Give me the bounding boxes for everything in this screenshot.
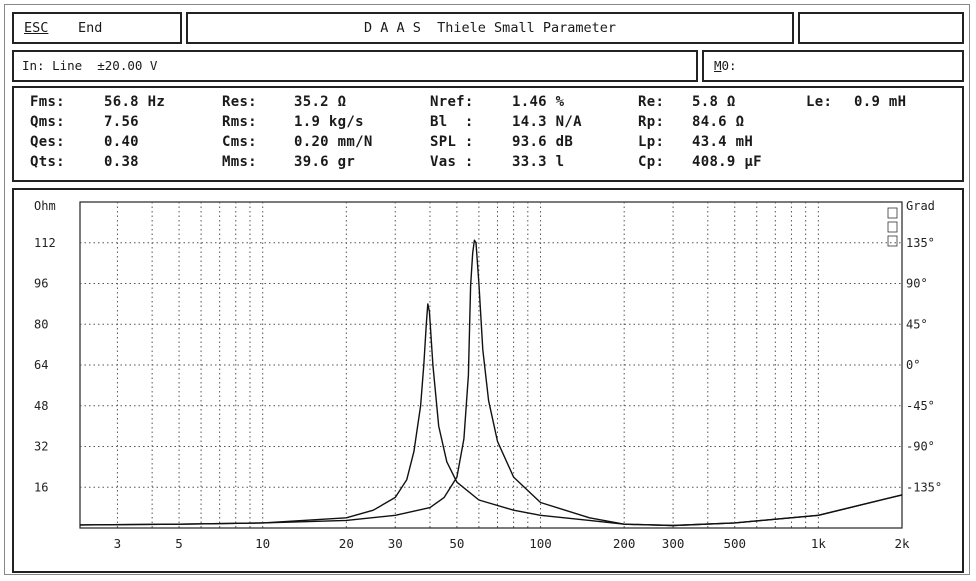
param-label: Bl : [430,114,474,130]
param-label: Fms: [30,94,65,110]
mo-field[interactable]: M0: [702,50,964,82]
y-tick-label-right: -135° [906,480,942,494]
esc-end-button[interactable]: ESC End [12,12,182,44]
param-label: Nref: [430,94,474,110]
y-tick-label-right: 90° [906,277,928,291]
param-value: 93.6 dB [512,134,574,150]
y-tick-label-left: 64 [34,358,48,372]
param-value: 39.6 gr [294,154,356,170]
y-tick-label-right: 135° [906,236,935,250]
param-label: Mms: [222,154,257,170]
param-value: 56.8 Hz [104,94,166,110]
esc-key-label: ESC [24,20,49,36]
y-tick-label-left: 80 [34,317,48,331]
param-value: 0.9 mH [854,94,907,110]
x-tick-label: 200 [613,536,636,551]
y-tick-label-left: 32 [34,440,48,454]
x-tick-label: 100 [529,536,552,551]
y-tick-label-left: 112 [34,236,56,250]
x-tick-label: 50 [449,536,464,551]
y-tick-label-right: -45° [906,399,935,413]
param-value: 1.9 kg/s [294,114,364,130]
marker-box [887,207,898,219]
y-tick-label-right: -90° [906,440,935,454]
param-value: 1.46 % [512,94,565,110]
param-value: 35.2 Ω [294,94,347,110]
param-label: Vas : [430,154,474,170]
header-empty-box [798,12,964,44]
param-value: 7.56 [104,114,139,130]
page-title: D A A S Thiele Small Parameter [364,20,616,36]
x-tick-label: 1k [811,536,827,551]
window-frame [4,4,970,575]
left-axis-unit: Ohm [34,199,56,213]
param-value: 408.9 µF [692,154,762,170]
param-value: 84.6 Ω [692,114,745,130]
x-tick-label: 300 [662,536,685,551]
y-tick-label-right: 45° [906,317,928,331]
param-label: Cp: [638,154,665,170]
param-label: Res: [222,94,257,110]
x-tick-label: 3 [114,536,122,551]
input-range-label: In: Line ±20.00 V [22,58,158,73]
right-axis-unit: Grad [906,199,935,213]
param-label: Re: [638,94,665,110]
impedance-plot: 16 32 48 64 80 96 112 -135° -90° -45° 0° 45° 90° 135°… [12,188,964,573]
param-value: 5.8 Ω [692,94,736,110]
param-label: Le: [806,94,833,110]
param-label: Qes: [30,134,65,150]
y-tick-label-left: 48 [34,399,48,413]
param-value: 0.38 [104,154,139,170]
x-tick-label: 2k [894,536,910,551]
x-tick-label: 20 [339,536,354,551]
y-tick-label-right: 0° [906,358,920,372]
param-value: 0.40 [104,134,139,150]
param-value: 33.3 l [512,154,565,170]
x-tick-label: 500 [723,536,746,551]
param-label: Lp: [638,134,665,150]
marker-box [887,221,898,233]
esc-action-label: End [78,20,103,36]
param-value: 14.3 N/A [512,114,582,130]
param-label: Cms: [222,134,257,150]
input-range-box: In: Line ±20.00 V [12,50,698,82]
x-tick-label: 30 [388,536,403,551]
y-tick-label-left: 16 [34,480,48,494]
param-label: SPL : [430,134,474,150]
param-value: 0.20 mm/N [294,134,373,150]
x-tick-label: 5 [175,536,183,551]
marker-box [887,235,898,247]
impedance-curve-2 [79,239,903,527]
param-value: 43.4 mH [692,134,754,150]
y-tick-label-left: 96 [34,277,48,291]
mo-label: M0: [714,58,737,73]
param-label: Qms: [30,114,65,130]
param-label: Rp: [638,114,665,130]
parameters-panel: Fms: 56.8 Hz Qms: 7.56 Qes: 0.40 Qts: 0.38 Res: 3… [12,86,964,182]
x-tick-label: 10 [255,536,270,551]
title-bar: D A A S Thiele Small Parameter [186,12,794,44]
param-label: Rms: [222,114,257,130]
param-label: Qts: [30,154,65,170]
impedance-chart: 16 32 48 64 80 96 112 -135° -90° -45° 0° 45° 90° 135°… [34,199,942,551]
